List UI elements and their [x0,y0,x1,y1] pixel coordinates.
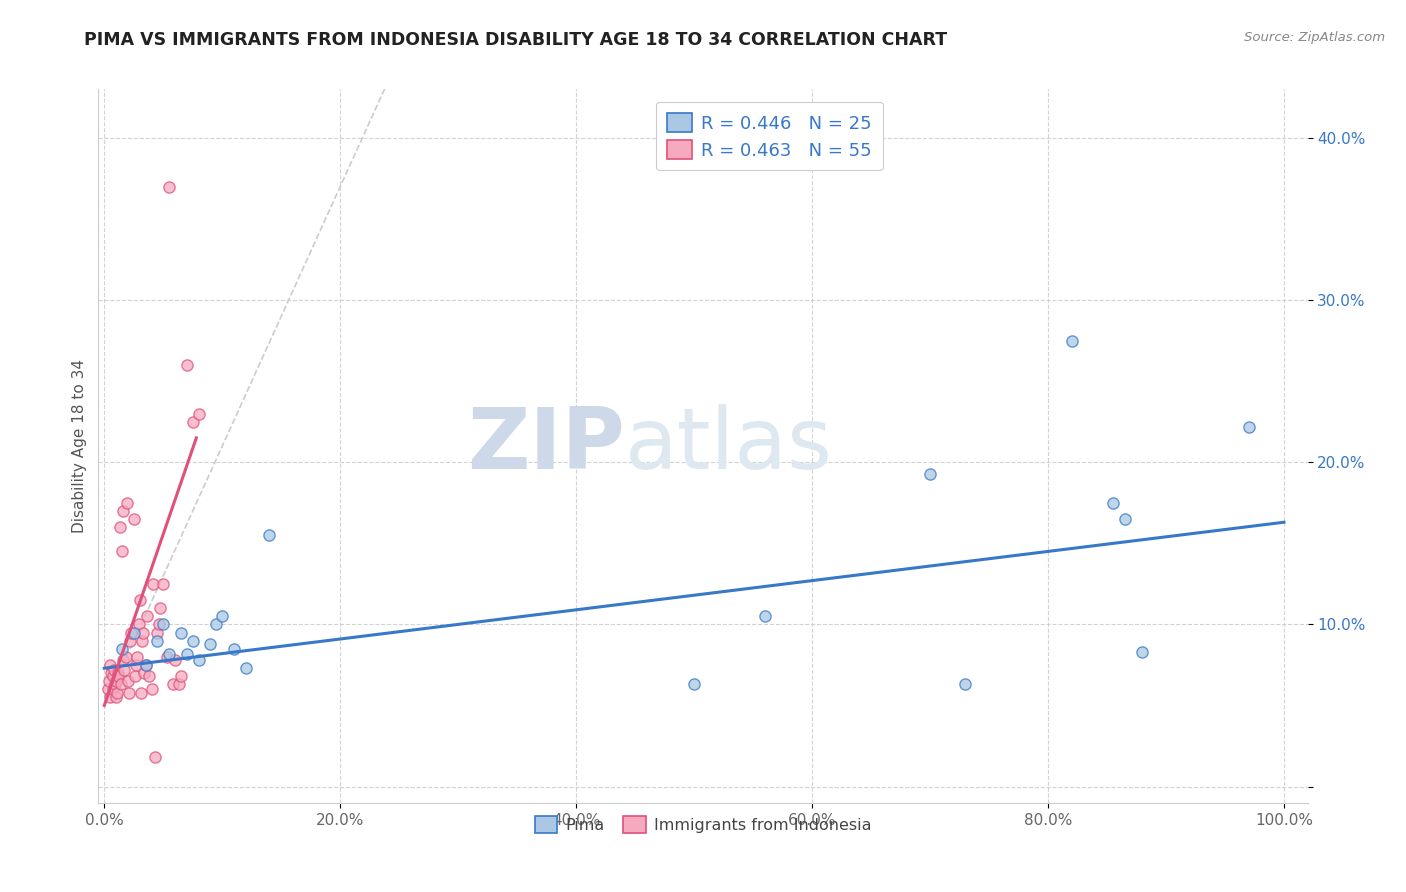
Point [135,657,157,672]
Point [125,657,148,672]
Point [115,496,138,510]
Point [222,641,245,656]
Point [120,633,142,648]
Point [1237,419,1260,434]
Point [156,649,179,664]
Point [122,625,145,640]
Point [110,677,132,691]
Point [111,641,134,656]
Point [100,666,122,681]
Point [118,685,141,699]
Text: atlas: atlas [624,404,832,488]
Point [259,528,281,542]
Point [205,617,228,632]
Point [107,666,129,681]
Point [111,544,134,558]
Point [1060,334,1083,348]
Point [135,657,157,672]
Point [170,669,193,683]
Point [754,609,776,624]
Point [142,577,165,591]
Point [108,520,131,534]
Point [105,690,128,705]
Point [112,663,135,677]
Point [105,674,128,689]
Point [103,663,125,677]
Text: PIMA VS IMMIGRANTS FROM INDONESIA DISABILITY AGE 18 TO 34 CORRELATION CHART: PIMA VS IMMIGRANTS FROM INDONESIA DISABI… [84,31,948,49]
Point [97,682,120,697]
Point [955,677,977,691]
Point [135,609,157,624]
Point [141,682,163,697]
Text: Source: ZipAtlas.com: Source: ZipAtlas.com [1244,31,1385,45]
Point [181,633,204,648]
Point [920,467,942,481]
Point [112,653,135,667]
Point [98,690,121,705]
Point [176,647,198,661]
Point [165,653,187,667]
Point [112,504,135,518]
Point [104,677,127,691]
Point [146,633,169,648]
Point [101,682,124,697]
Point [176,358,198,372]
Point [157,647,180,661]
Point [157,179,180,194]
Point [170,625,193,640]
Point [134,666,156,681]
Point [101,669,124,683]
Point [187,407,209,421]
Point [181,415,204,429]
Point [146,625,169,640]
Point [149,601,172,615]
Point [131,633,153,648]
Point [114,649,136,664]
Point [122,512,145,526]
Point [98,674,121,689]
Point [187,653,209,667]
Point [152,577,174,591]
Point [683,677,706,691]
Point [105,685,128,699]
Point [152,617,174,632]
Point [235,661,257,675]
Point [107,669,129,683]
Point [120,625,142,640]
Point [148,617,170,632]
Point [167,677,190,691]
Point [143,750,166,764]
Point [200,637,222,651]
Point [129,685,152,699]
Point [162,677,184,691]
Point [127,649,149,664]
Legend: Pima, Immigrants from Indonesia: Pima, Immigrants from Indonesia [527,808,879,841]
Point [128,617,150,632]
Point [98,657,121,672]
Point [1102,496,1125,510]
Point [124,669,146,683]
Point [128,593,150,607]
Point [1114,512,1136,526]
Point [211,609,233,624]
Text: ZIP: ZIP [467,404,624,488]
Point [117,674,139,689]
Point [138,669,160,683]
Point [132,625,155,640]
Point [1132,645,1154,659]
Y-axis label: Disability Age 18 to 34: Disability Age 18 to 34 [72,359,87,533]
